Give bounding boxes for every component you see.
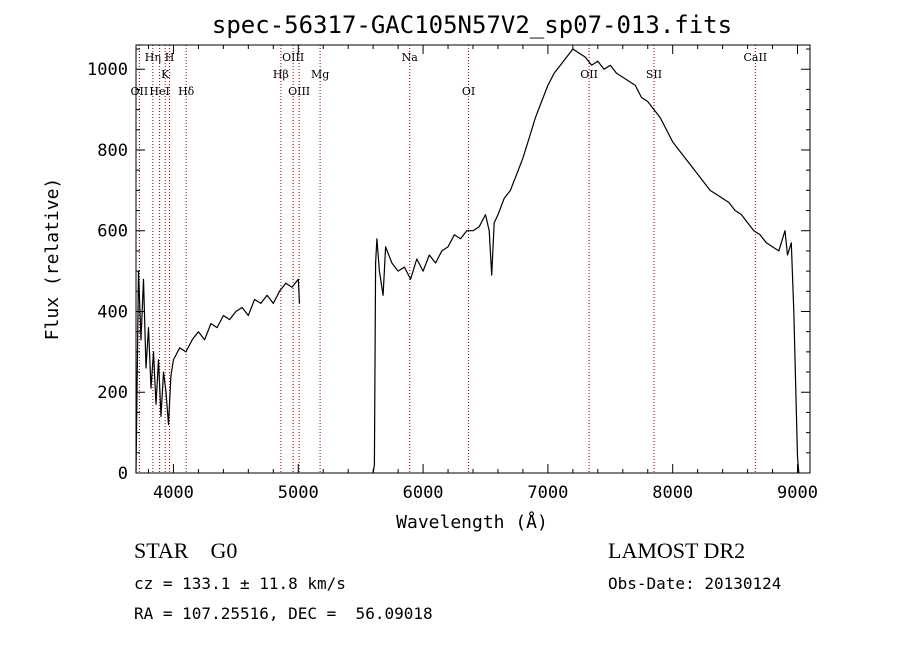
plot-frame (135, 44, 811, 474)
marker-label: Hβ (273, 68, 289, 81)
y-tick-label: 400 (97, 302, 128, 322)
y-axis-ticks: 0 200 400 600 800 1000 (87, 48, 810, 484)
x-tick-label: 6000 (403, 483, 444, 503)
y-axis-label: Flux (relative) (42, 178, 63, 341)
chart-title: spec-56317-GAC105N57V2_sp07-013.fits (212, 11, 732, 39)
marker-label: Mg (311, 68, 329, 81)
x-tick-label: 4000 (153, 483, 194, 503)
marker-label: SII (646, 68, 662, 81)
x-tick-label: 9000 (777, 483, 818, 503)
x-axis-ticks: 4000 5000 6000 7000 8000 9000 (147, 45, 818, 503)
marker-label: OI (462, 85, 475, 98)
object-class: STAR G0 (134, 538, 238, 563)
marker-label: OII (580, 68, 598, 81)
spectrum-plot (135, 48, 800, 474)
y-tick-label: 1000 (87, 60, 128, 80)
redshift-value: cz = 133.1 ± 11.8 km/s (134, 574, 346, 593)
marker-label: Hδ (178, 85, 195, 98)
coordinates: RA = 107.25516, DEC = 56.09018 (134, 604, 433, 623)
marker-label: Na (402, 51, 419, 64)
marker-label: HeI (149, 85, 169, 98)
marker-label: OII (131, 85, 149, 98)
marker-label: K (161, 68, 170, 81)
obs-date: Obs-Date: 20130124 (608, 574, 782, 593)
y-tick-label: 600 (97, 222, 128, 242)
y-tick-label: 800 (97, 141, 128, 161)
marker-label: OIII (282, 51, 304, 64)
x-axis-label: Wavelength (Å) (396, 511, 548, 533)
survey-name: LAMOST DR2 (608, 538, 746, 563)
marker-label: CaII (743, 51, 767, 64)
marker-label: H (165, 51, 175, 64)
y-tick-label: 200 (97, 383, 128, 403)
x-tick-label: 5000 (278, 483, 319, 503)
marker-label: OIII (288, 85, 310, 98)
x-tick-label: 7000 (527, 483, 568, 503)
marker-label: Hη (145, 51, 161, 64)
spectrum-segment-2 (372, 48, 800, 474)
x-tick-label: 8000 (652, 483, 693, 503)
spectrum-segment-1 (135, 270, 301, 474)
y-tick-label: 0 (118, 464, 128, 484)
